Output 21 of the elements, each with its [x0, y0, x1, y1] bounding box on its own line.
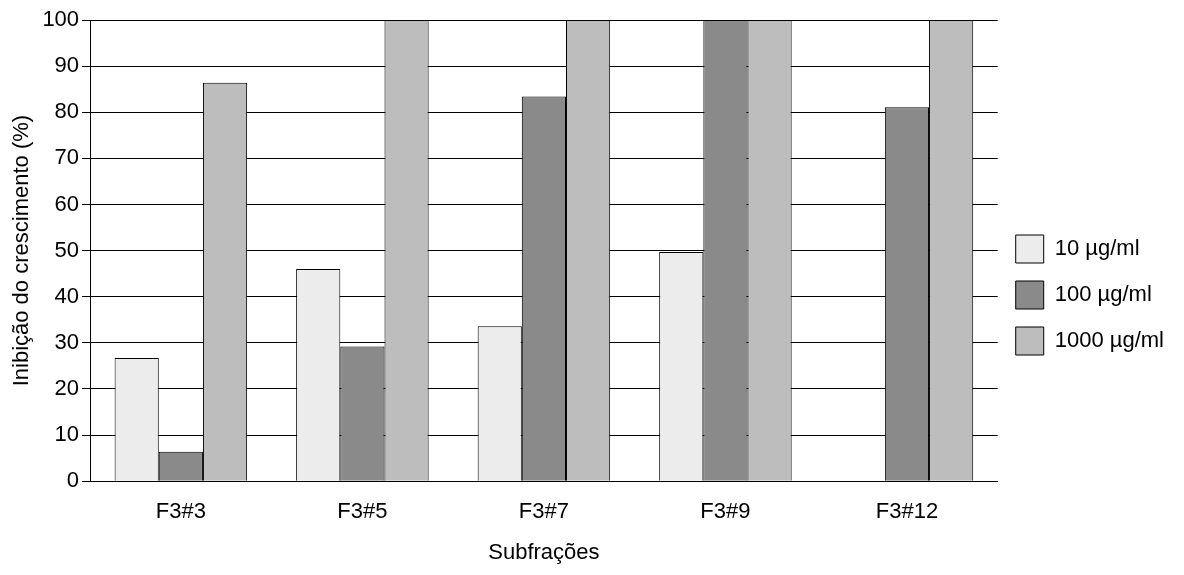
- x-axis-title: Subfrações: [488, 538, 600, 564]
- x-tick-label: F3#5: [337, 498, 388, 524]
- x-tick-label: F3#12: [875, 498, 939, 524]
- y-tick-label: 0: [66, 467, 80, 493]
- x-tick-label: F3#9: [700, 498, 751, 524]
- y-tick-label: 20: [54, 375, 80, 401]
- y-tick-label: 60: [54, 190, 80, 216]
- y-tick-label: 80: [54, 98, 80, 124]
- legend-label: 100 µg/ml: [1054, 281, 1152, 307]
- y-tick-label: 40: [54, 282, 80, 308]
- y-tick-label: 50: [54, 236, 80, 262]
- legend-label: 1000 µg/ml: [1054, 327, 1165, 353]
- y-tick-label: 70: [54, 144, 80, 170]
- y-tick-label: 30: [54, 328, 80, 354]
- x-tick-label: F3#3: [155, 498, 206, 524]
- y-tick-label: 90: [54, 52, 80, 78]
- y-tick-label: 100: [42, 6, 80, 32]
- y-tick-label: 10: [54, 421, 80, 447]
- legend-label: 10 µg/ml: [1054, 235, 1140, 261]
- y-axis-title: Inibição do crescimento (%): [8, 114, 34, 387]
- x-tick-label: F3#7: [518, 498, 569, 524]
